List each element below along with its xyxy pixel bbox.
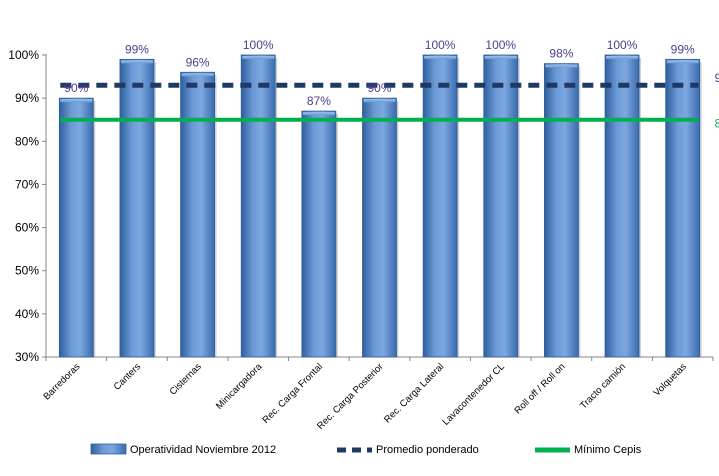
- bars-layer: [58, 54, 702, 358]
- y-tick-label: 40%: [15, 307, 39, 321]
- bar: [180, 71, 215, 358]
- bar-top-highlight: [363, 99, 396, 103]
- bar: [362, 97, 397, 358]
- bar-group: [604, 54, 642, 358]
- x-category-label: Rec. Carga Lateral: [382, 361, 446, 425]
- bar: [483, 54, 519, 358]
- x-category-label: Minicargadora: [214, 361, 265, 412]
- bar-top-highlight: [181, 73, 214, 77]
- bar-data-label: 90%: [367, 81, 391, 95]
- bar-top-highlight: [60, 99, 93, 103]
- bar: [301, 110, 337, 358]
- y-tick-label: 80%: [15, 134, 39, 148]
- bar-group: [301, 110, 338, 358]
- bar: [119, 58, 155, 358]
- bar-data-label: 96%: [186, 55, 210, 69]
- bar-data-label: 98%: [549, 47, 573, 61]
- y-tick-label: 90%: [15, 91, 39, 105]
- x-category-label: Volquetas: [652, 361, 689, 398]
- bar-group: [544, 63, 581, 358]
- bar-data-label: 87%: [307, 94, 331, 108]
- x-category-label: Cisternas: [168, 361, 204, 397]
- bar-group: [422, 54, 460, 358]
- bar-group: [483, 54, 520, 358]
- legend-item-minimo: Mínimo Cepis: [535, 444, 642, 456]
- x-category-label: Barredoras: [41, 361, 82, 402]
- y-tick-label: 70%: [15, 177, 39, 191]
- minimo-cepis-label: 85%: [715, 117, 719, 131]
- bar-top-highlight: [242, 56, 275, 59]
- y-tick-label: 30%: [15, 350, 39, 364]
- legend-swatch-bar: [90, 443, 127, 455]
- y-tick-label: 60%: [15, 221, 39, 235]
- bar-group: [665, 58, 702, 358]
- bar: [665, 58, 701, 358]
- bar-data-label: 100%: [607, 38, 638, 52]
- x-category-label: Canters: [112, 361, 143, 392]
- bar: [422, 54, 458, 358]
- x-category-label: Roll off / Roll on: [512, 361, 567, 416]
- bar-top-highlight: [545, 64, 578, 68]
- bar-data-label: 99%: [125, 42, 149, 56]
- lines-layer: [60, 82, 699, 122]
- bar-data-label: 90%: [64, 81, 88, 95]
- x-category-label: Rec. Carga Posterior: [315, 361, 386, 432]
- legend: Operatividad Noviembre 2012 Promedio pon…: [90, 443, 642, 456]
- bar-data-label: 100%: [243, 38, 274, 52]
- legend-label-promedio: Promedio ponderado: [376, 444, 479, 456]
- bar-top-highlight: [424, 56, 457, 59]
- bar-top-highlight: [120, 60, 153, 64]
- y-tick-label: 100%: [8, 48, 39, 62]
- bar-data-label: 100%: [485, 38, 516, 52]
- bar-data-label: 100%: [425, 38, 456, 52]
- legend-label-operatividad: Operatividad Noviembre 2012: [130, 444, 276, 456]
- bar-top-highlight: [666, 60, 699, 64]
- bar: [240, 54, 276, 358]
- bar: [58, 97, 94, 358]
- bar-top-highlight: [484, 56, 517, 59]
- legend-label-minimo: Mínimo Cepis: [574, 444, 642, 456]
- bar: [544, 63, 579, 358]
- bar-group: [240, 54, 278, 358]
- labels-layer: 90% 99% 96% 100% 87% 90% 100% 100% 98% 100% 99% 93%…: [64, 38, 719, 131]
- bar-top-highlight: [302, 112, 335, 116]
- bar-data-label: 99%: [671, 42, 695, 56]
- legend-item-operatividad: Operatividad Noviembre 2012: [90, 443, 276, 456]
- y-tick-label: 50%: [15, 264, 39, 278]
- x-category-label: Rec. Carga Frontal: [260, 361, 325, 426]
- bar-group: [119, 58, 156, 358]
- bar-group: [362, 97, 399, 358]
- x-category-label: Lavacontenedor CL: [440, 361, 506, 427]
- bar: [604, 54, 640, 358]
- promedio-ponderado-label: 93%: [715, 71, 719, 85]
- legend-item-promedio: Promedio ponderado: [337, 444, 479, 456]
- bar-top-highlight: [606, 56, 639, 59]
- bar-group: [180, 71, 217, 358]
- x-category-label: Tracto camión: [578, 361, 628, 411]
- bar-group: [58, 97, 96, 358]
